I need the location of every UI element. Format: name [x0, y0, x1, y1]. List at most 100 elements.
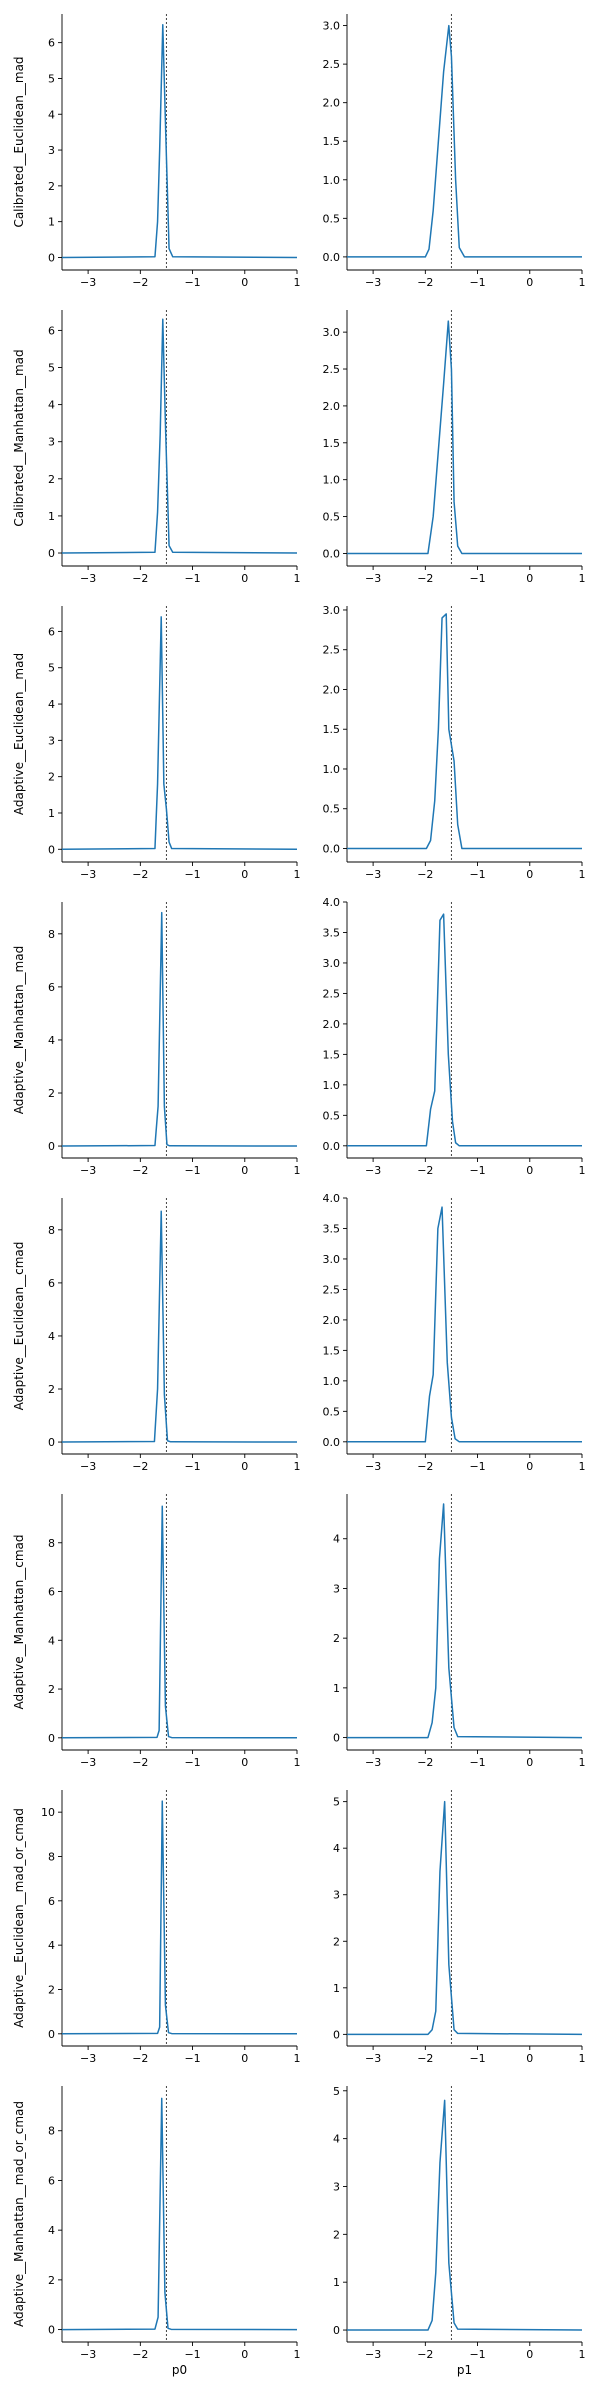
y-tick-label-r5-c2: 2.5: [323, 1283, 341, 1296]
y-tick-label-r2-c2: 0.0: [323, 547, 341, 560]
x-tick-label-r3-c2: −1: [469, 868, 485, 881]
x-tick-label-r8-c1: −1: [184, 2348, 200, 2361]
x-tick-label-r8-c2: −2: [417, 2348, 433, 2361]
y-tick-label-r4-c2: 3.5: [323, 926, 341, 939]
x-tick-label-r4-c2: 1: [579, 1164, 586, 1177]
y-tick-label-r1-c1: 6: [48, 37, 55, 50]
density-curve-r2-c1: [61, 318, 298, 554]
x-tick-label-r6-c1: −1: [184, 1756, 200, 1769]
y-tick-label-r6-c1: 0: [48, 1732, 55, 1745]
y-tick-label-r3-c1: 3: [48, 734, 55, 747]
y-tick-label-r2-c1: 2: [48, 473, 55, 486]
x-tick-label-r5-c1: −3: [80, 1460, 96, 1473]
density-curve-r5-c1: [61, 1210, 298, 1443]
y-tick-label-r2-c1: 6: [48, 324, 55, 337]
x-tick-label-r3-c2: −3: [365, 868, 381, 881]
y-tick-label-r2-c1: 0: [48, 547, 55, 560]
row-ylabel-5: Adaptive__Euclidean__cmad: [12, 1242, 26, 1411]
y-tick-label-r2-c1: 3: [48, 436, 55, 449]
x-tick-label-r1-c2: −2: [417, 276, 433, 289]
x-tick-label-r6-c2: −3: [365, 1756, 381, 1769]
y-tick-label-r1-c2: 1.5: [323, 135, 341, 148]
x-tick-label-r3-c1: −2: [132, 868, 148, 881]
x-tick-label-r8-c2: 1: [579, 2348, 586, 2361]
x-tick-label-r5-c1: 1: [294, 1460, 301, 1473]
x-tick-label-r1-c2: −3: [365, 276, 381, 289]
y-tick-label-r3-c2: 1.0: [323, 763, 341, 776]
x-tick-label-r5-c1: −2: [132, 1460, 148, 1473]
density-curve-r7-c1: [61, 1800, 298, 2035]
y-tick-label-r4-c1: 0: [48, 1140, 55, 1153]
x-tick-label-r7-c1: 1: [294, 2052, 301, 2065]
y-tick-label-r4-c2: 4.0: [323, 896, 341, 909]
row-ylabel-7: Adaptive__Euclidean__mad_or_cmad: [12, 1808, 26, 2028]
y-tick-label-r5-c2: 1.5: [323, 1344, 341, 1357]
y-tick-label-r8-c2: 0: [333, 2324, 340, 2337]
y-tick-label-r3-c2: 2.5: [323, 644, 341, 657]
x-tick-label-r6-c2: 1: [579, 1756, 586, 1769]
y-tick-label-r4-c1: 8: [48, 928, 55, 941]
y-tick-label-r4-c2: 0.5: [323, 1109, 341, 1122]
x-tick-label-r6-c2: −1: [469, 1756, 485, 1769]
y-tick-label-r1-c1: 4: [48, 108, 55, 121]
y-tick-label-r1-c1: 0: [48, 251, 55, 264]
x-axis-label-p0: p0: [172, 2363, 187, 2377]
x-tick-label-r7-c2: −2: [417, 2052, 433, 2065]
x-tick-label-r2-c1: −3: [80, 572, 96, 585]
density-curve-r4-c2: [347, 913, 582, 1147]
y-tick-label-r5-c1: 4: [48, 1330, 55, 1343]
y-tick-label-r6-c1: 6: [48, 1586, 55, 1599]
y-tick-label-r1-c1: 3: [48, 144, 55, 157]
y-tick-label-r4-c2: 0.0: [323, 1140, 341, 1153]
x-tick-label-r7-c1: 0: [241, 2052, 248, 2065]
y-tick-label-r5-c2: 3.5: [323, 1222, 341, 1235]
x-tick-label-r6-c1: −3: [80, 1756, 96, 1769]
density-curve-r1-c2: [347, 24, 582, 258]
x-tick-label-r2-c1: 0: [241, 572, 248, 585]
x-tick-label-r7-c1: −3: [80, 2052, 96, 2065]
density-curve-r1-c1: [61, 23, 298, 259]
y-tick-label-r5-c2: 2.0: [323, 1314, 341, 1327]
x-tick-label-r5-c2: −2: [417, 1460, 433, 1473]
y-tick-label-r5-c1: 6: [48, 1277, 55, 1290]
x-axis-label-p1: p1: [457, 2363, 472, 2377]
row-ylabel-2: Calibrated__Manhattan__mad: [12, 349, 26, 526]
y-tick-label-r1-c1: 5: [48, 72, 55, 85]
y-tick-label-r5-c1: 8: [48, 1224, 55, 1237]
x-tick-label-r2-c2: 0: [526, 572, 533, 585]
density-curve-r3-c2: [347, 613, 582, 850]
x-tick-label-r2-c1: 1: [294, 572, 301, 585]
x-tick-label-r2-c2: −2: [417, 572, 433, 585]
y-tick-label-r3-c1: 5: [48, 662, 55, 675]
y-tick-label-r4-c1: 2: [48, 1087, 55, 1100]
x-tick-label-r8-c1: −2: [132, 2348, 148, 2361]
x-tick-label-r7-c2: 0: [526, 2052, 533, 2065]
y-tick-label-r6-c2: 1: [333, 1682, 340, 1695]
x-tick-label-r3-c2: 1: [579, 868, 586, 881]
x-tick-label-r4-c1: −3: [80, 1164, 96, 1177]
y-tick-label-r8-c2: 4: [333, 2133, 340, 2146]
y-tick-label-r8-c1: 8: [48, 2125, 55, 2138]
y-tick-label-r7-c1: 2: [48, 1983, 55, 1996]
row-ylabel-4: Adaptive__Manhattan__mad: [12, 946, 26, 1114]
x-tick-label-r3-c1: 1: [294, 868, 301, 881]
y-tick-label-r8-c2: 1: [333, 2276, 340, 2289]
x-tick-label-r4-c1: 0: [241, 1164, 248, 1177]
y-tick-label-r5-c2: 4.0: [323, 1192, 341, 1205]
y-tick-label-r7-c2: 3: [333, 1889, 340, 1902]
y-tick-label-r5-c2: 3.0: [323, 1253, 341, 1266]
y-tick-label-r5-c2: 0.5: [323, 1405, 341, 1418]
y-tick-label-r2-c1: 1: [48, 510, 55, 523]
y-tick-label-r2-c1: 5: [48, 362, 55, 375]
y-tick-label-r7-c2: 5: [333, 1796, 340, 1809]
x-tick-label-r1-c1: −2: [132, 276, 148, 289]
row-ylabel-8: Adaptive__Manhattan__mad_or_cmad: [12, 2101, 26, 2327]
y-tick-label-r1-c2: 3.0: [323, 20, 341, 33]
y-tick-label-r1-c1: 2: [48, 180, 55, 193]
x-tick-label-r6-c1: 0: [241, 1756, 248, 1769]
y-tick-label-r6-c1: 2: [48, 1683, 55, 1696]
y-tick-label-r4-c1: 4: [48, 1034, 55, 1047]
y-tick-label-r3-c2: 0.0: [323, 842, 341, 855]
y-tick-label-r7-c2: 0: [333, 2028, 340, 2041]
y-tick-label-r8-c2: 3: [333, 2180, 340, 2193]
